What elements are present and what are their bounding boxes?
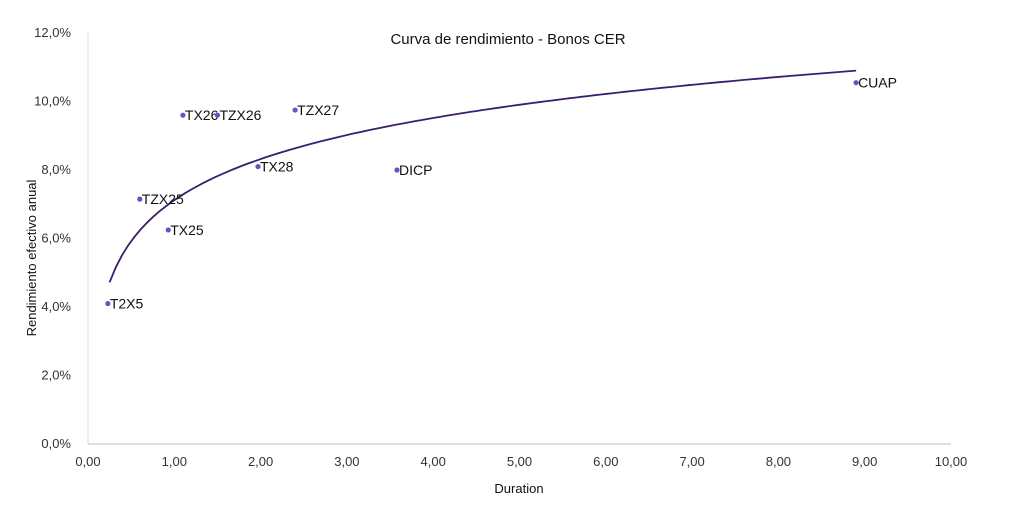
trendline: [108, 69, 857, 283]
data-point: TX25: [165, 222, 204, 238]
chart-title: Curva de rendimiento - Bonos CER: [390, 31, 625, 48]
data-point-label: T2X5: [110, 296, 144, 312]
x-tick-label: 2,00: [248, 454, 273, 469]
data-point-marker: [165, 227, 171, 233]
x-tick-label: 6,00: [593, 454, 618, 469]
x-axis-tick-labels: 0,00 1,00 2,00 3,00 4,00 5,00 6,00 7,00 8,00 9,00…: [75, 454, 967, 469]
data-point: CUAP: [853, 75, 897, 91]
x-tick-label: 4,00: [421, 454, 446, 469]
x-axis-label: Duration: [494, 481, 543, 496]
data-point: T2X5: [105, 296, 144, 312]
data-point-marker: [853, 80, 859, 86]
x-tick-label: 9,00: [852, 454, 877, 469]
data-point: TZX26: [214, 107, 262, 123]
data-point: TZX25: [137, 191, 184, 207]
data-point-label: DICP: [399, 162, 432, 178]
data-points: T2X5 TZX25 TX25 TX26 TZX26 TX28 TZX27 DICP CUAP: [105, 75, 897, 312]
y-tick-label: 10,0%: [34, 94, 71, 109]
x-tick-label: 3,00: [334, 454, 359, 469]
x-tick-label: 1,00: [162, 454, 187, 469]
data-point-label: TX25: [170, 222, 204, 238]
data-point-marker: [180, 112, 186, 118]
y-tick-label: 0,0%: [41, 436, 71, 451]
x-tick-label: 8,00: [766, 454, 791, 469]
data-point-marker: [394, 167, 400, 173]
y-axis-tick-labels: 0,0% 2,0% 4,0% 6,0% 8,0% 10,0% 12,0%: [34, 25, 71, 451]
y-tick-label: 12,0%: [34, 25, 71, 40]
x-tick-label: 10,00: [935, 454, 968, 469]
data-point: TZX27: [292, 102, 339, 118]
y-axis-label: Rendimiento efectivo anual: [24, 179, 39, 336]
x-tick-label: 5,00: [507, 454, 532, 469]
data-point-marker: [105, 300, 111, 307]
data-point-marker: [292, 107, 298, 113]
x-tick-label: 0,00: [75, 454, 100, 469]
y-tick-label: 8,0%: [41, 162, 71, 177]
data-point: TX28: [255, 159, 294, 175]
data-point-marker: [214, 112, 221, 118]
data-point-label: CUAP: [858, 75, 897, 91]
y-tick-label: 4,0%: [41, 299, 71, 314]
data-point-label: TZX27: [297, 102, 339, 118]
data-point-label: TX28: [260, 159, 294, 175]
data-point-marker: [137, 196, 143, 202]
data-point-label: TX26: [185, 107, 219, 123]
x-tick-label: 7,00: [679, 454, 704, 469]
y-tick-label: 6,0%: [41, 231, 71, 246]
data-point-label: TZX26: [219, 107, 261, 123]
data-point: TX26: [180, 107, 219, 123]
data-point: DICP: [394, 162, 432, 178]
y-tick-label: 2,0%: [41, 368, 71, 383]
data-point-marker: [255, 163, 261, 170]
data-point-label: TZX25: [142, 191, 184, 207]
